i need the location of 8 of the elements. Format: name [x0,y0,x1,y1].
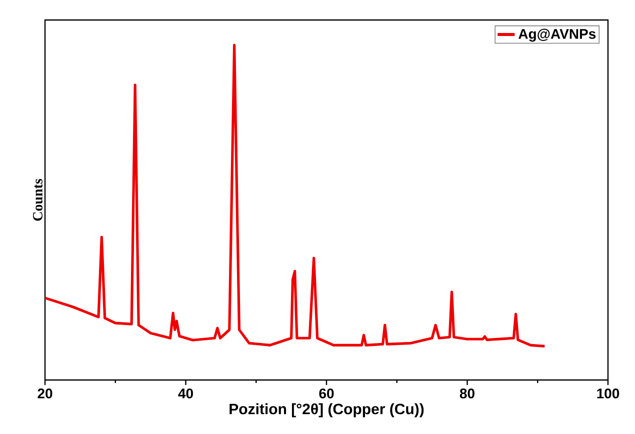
x-tick-label: 80 [460,388,474,398]
y-axis-title: Counts [33,178,42,221]
x-axis-title: Pozition [°2θ] (Copper (Cu)) [230,403,424,418]
x-tick-label: 60 [319,388,334,398]
x-tick-label: 40 [178,388,193,398]
x-tick-label: 20 [38,388,52,398]
legend-label: Ag@AVNPs [518,28,596,42]
x-tick-label: 100 [597,388,620,398]
